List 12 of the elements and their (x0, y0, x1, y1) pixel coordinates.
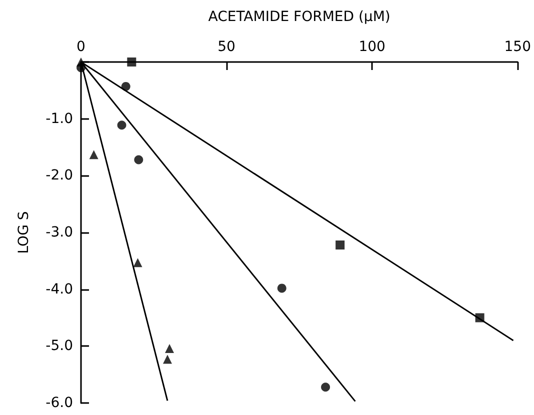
y-tick-label: -3.0 (46, 224, 73, 240)
x-tick-label: 150 (504, 39, 532, 55)
y-tick-label: -4.0 (46, 281, 73, 298)
x-tick-label: 0 (76, 39, 86, 55)
y-tick-label: -1.0 (46, 110, 73, 127)
y-tick-label: -6.0 (46, 395, 73, 411)
y-tick-label: -2.0 (46, 168, 73, 184)
x-axis-title: ACETAMIDE FORMED (µM) (208, 9, 390, 25)
y-axis-title: LOG S (16, 211, 32, 254)
x-tick-label: 50 (218, 39, 236, 55)
x-tick-label: 100 (358, 39, 386, 55)
y-tick-label: -5.0 (46, 338, 73, 354)
